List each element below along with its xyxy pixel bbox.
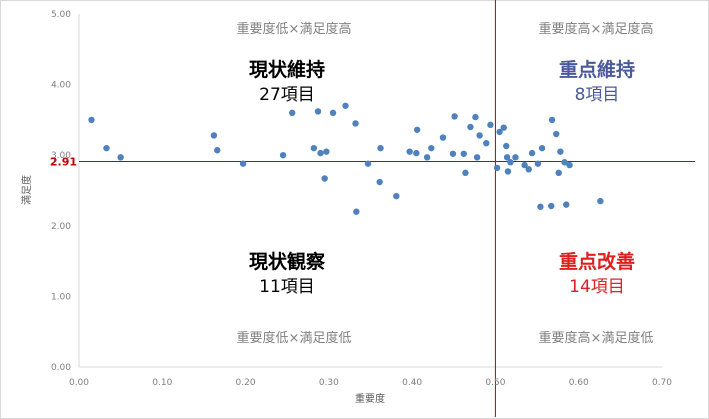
data-point [376, 178, 383, 186]
x-tick-label: 0.30 [319, 378, 339, 388]
bottom-right-quadrant-count: 14項目 [569, 277, 625, 297]
data-point [310, 144, 318, 152]
x-tick-label: 0.50 [485, 378, 505, 388]
data-point [493, 164, 501, 172]
top-right-quadrant-title: 重点維持 [559, 58, 635, 81]
data-point [496, 128, 503, 136]
bottom-left-quadrant-title: 現状観察 [249, 250, 326, 273]
data-point [214, 147, 221, 154]
x-tick-label: 0.20 [236, 378, 256, 388]
data-point [393, 192, 400, 200]
data-point [352, 120, 359, 127]
data-point [239, 160, 247, 167]
data-point [329, 109, 337, 117]
data-point [473, 154, 481, 161]
data-point [487, 121, 494, 129]
x-tick-label: 0.40 [402, 378, 422, 388]
data-point [117, 154, 124, 161]
x-tick-label: 0.00 [69, 378, 89, 388]
data-point [364, 160, 372, 167]
x-axis-title: 重要度 [355, 392, 385, 405]
y-tick-label: 1.00 [51, 292, 71, 302]
data-point [538, 144, 546, 152]
y-tick-label: 2.00 [51, 222, 71, 232]
data-point [503, 154, 511, 161]
y-tick-label: 3.00 [51, 151, 71, 161]
y-tick-labels: 0.00 1.00 2.00 3.00 4.00 5.00 [51, 10, 71, 373]
top-right-quadrant-caption: 重要度高×満足度高 [539, 21, 654, 37]
x-tick-label: 0.10 [152, 378, 172, 388]
data-point [413, 149, 420, 157]
data-point [597, 197, 604, 205]
data-point [423, 154, 431, 161]
data-point [537, 203, 544, 210]
data-point [476, 132, 483, 139]
data-point [314, 108, 322, 115]
bottom-right-quadrant-caption: 重要度高×満足度低 [539, 330, 654, 346]
data-point [548, 116, 556, 124]
data-point [279, 152, 287, 159]
data-point [428, 144, 435, 152]
data-point [467, 123, 474, 131]
data-point [525, 166, 532, 173]
data-point [323, 148, 330, 155]
data-point [342, 102, 349, 109]
data-point [557, 148, 564, 155]
data-point [353, 208, 360, 215]
data-point [555, 169, 562, 177]
y-tick-label: 0.00 [51, 363, 71, 373]
x-tick-label: 0.70 [652, 378, 672, 388]
y-axis-title: 満足度 [20, 175, 33, 205]
bottom-right-quadrant-title: 重点改善 [559, 250, 635, 273]
data-point [462, 169, 469, 177]
y-tick-label: 5.00 [51, 10, 71, 20]
top-right-quadrant-count: 8項目 [575, 85, 620, 105]
data-point [512, 154, 519, 161]
data-point [553, 130, 560, 138]
data-point [534, 160, 542, 167]
data-point [563, 201, 570, 208]
data-point [504, 168, 512, 175]
data-point [451, 113, 458, 120]
bottom-left-quadrant-caption: 重要度低×満足度低 [237, 330, 352, 346]
data-point [210, 132, 218, 139]
top-left-quadrant-caption: 重要度低×満足度高 [237, 21, 352, 37]
y-tick-label: 4.00 [51, 81, 71, 91]
data-point [500, 124, 507, 131]
data-point [377, 144, 384, 152]
data-point [566, 161, 573, 169]
data-point [317, 149, 324, 157]
x-tick-label: 0.60 [569, 378, 589, 388]
top-left-quadrant-count: 27項目 [259, 85, 315, 105]
data-point [503, 142, 510, 150]
data-point [561, 159, 568, 166]
data-point [548, 202, 555, 210]
data-point [472, 113, 479, 121]
data-point [289, 109, 296, 117]
top-left-quadrant-title: 現状維持 [249, 58, 325, 81]
x-tick-labels: 0.00 0.10 0.20 0.30 0.40 0.50 0.60 0.70 [69, 378, 672, 388]
data-point [507, 159, 514, 166]
data-point [521, 161, 528, 169]
data-point [528, 149, 536, 157]
data-point [483, 139, 490, 147]
data-point [439, 134, 447, 141]
data-point [406, 148, 413, 155]
data-points [88, 102, 604, 215]
satisfaction-mean-label: 2.91 [50, 156, 77, 169]
data-point [321, 175, 328, 182]
data-point [449, 150, 457, 157]
data-point [103, 144, 110, 152]
data-point [88, 116, 95, 124]
bottom-left-quadrant-count: 11項目 [259, 277, 315, 297]
data-point [460, 150, 467, 157]
data-point [413, 126, 421, 133]
